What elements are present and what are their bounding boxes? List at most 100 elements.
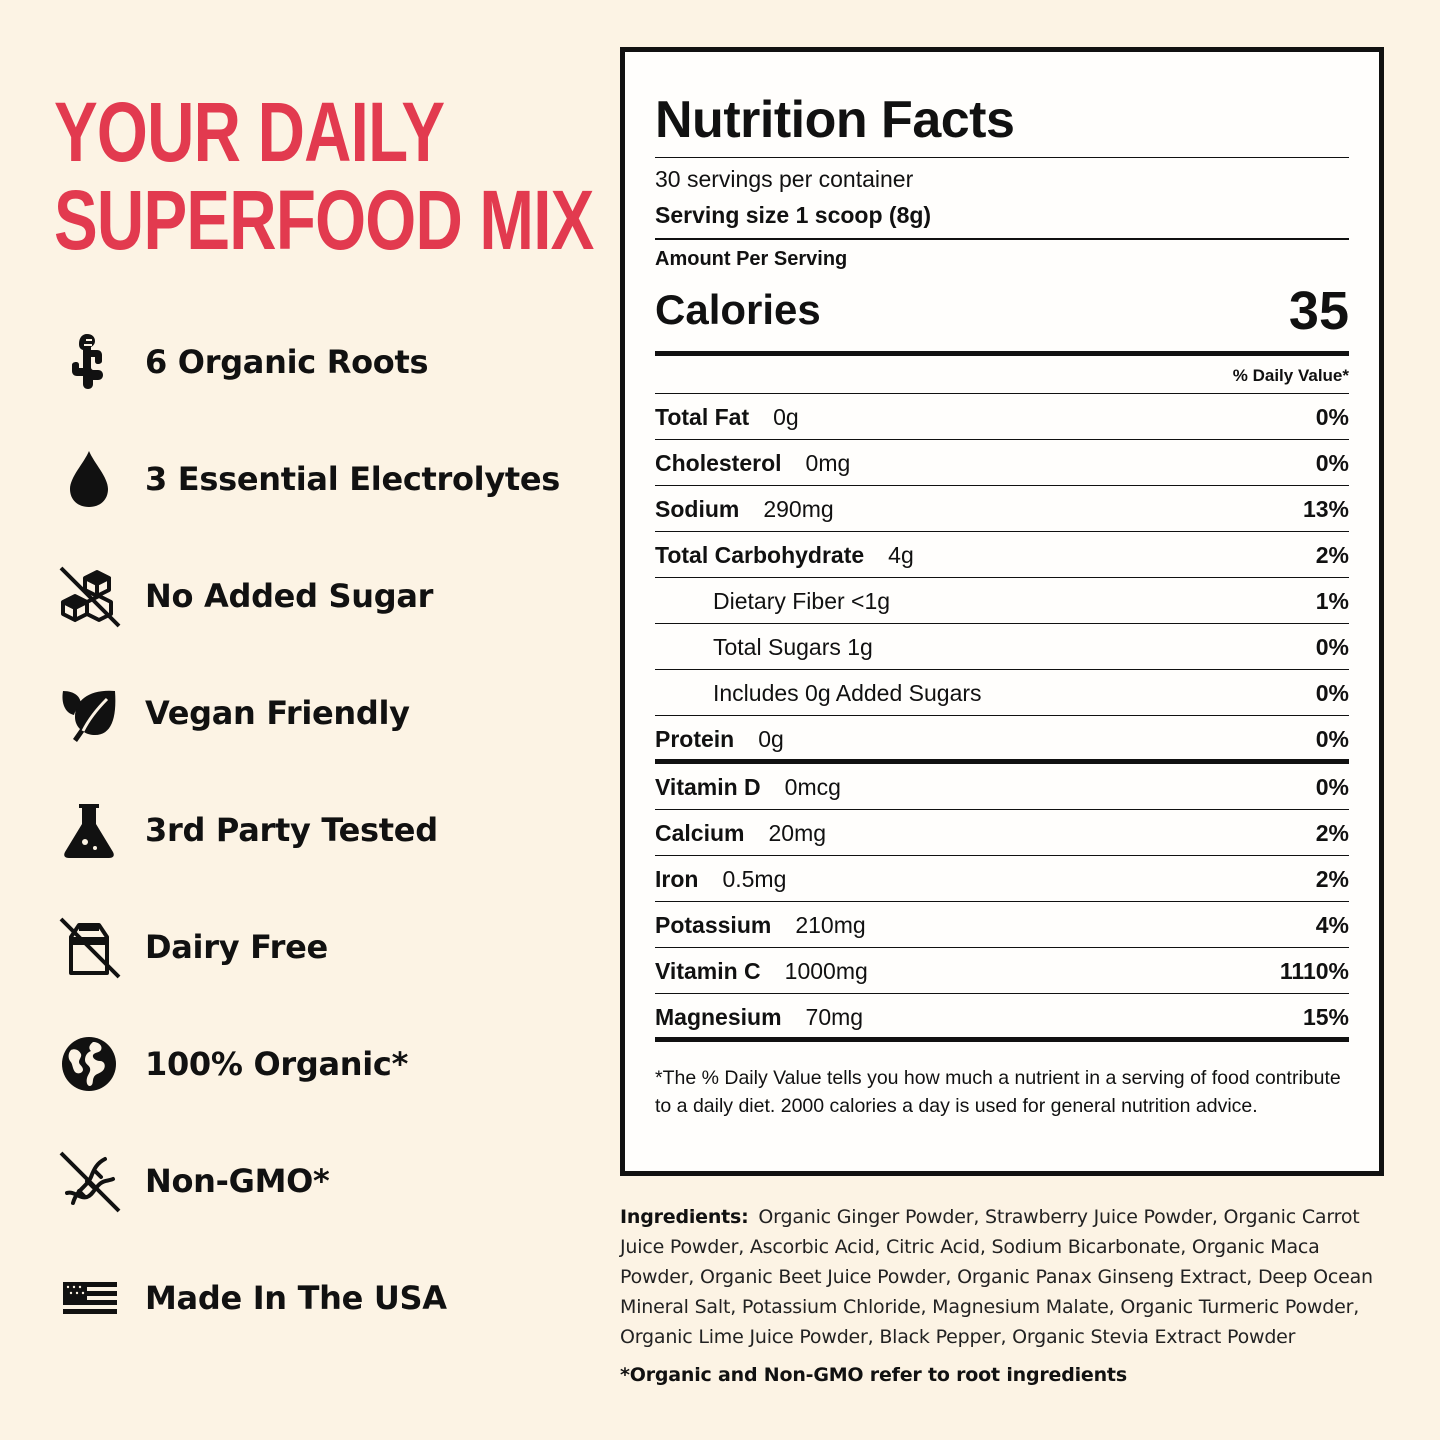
nutrient-row: Vitamin C 1000mg 1110% [655,948,1349,994]
nutrient-daily-value: 2% [1315,865,1349,892]
no-gmo-dna-icon [56,1148,122,1214]
divider [655,238,1349,240]
globe-icon [56,1031,122,1097]
nutrient-amount: 0g [773,403,799,430]
nutrient-amount: 290mg [763,495,834,522]
divider [655,901,1349,902]
feature-label: Dairy Free [145,928,328,966]
calories-label: Calories [655,286,821,333]
nutrient-row: Total Fat 0g 0% [655,394,1349,440]
nutrient-name: Dietary Fiber <1g [713,587,891,614]
feature-item-non-gmo: Non-GMO* [56,1146,330,1216]
feature-label: 3 Essential Electrolytes [145,460,561,498]
nutrient-name: Calcium [655,819,745,846]
no-sugar-cubes-icon [56,563,122,629]
nutrient-amount: 0.5mg [722,865,787,892]
nutrient-amount: 0g [758,725,784,752]
nutrient-row: Includes 0g Added Sugars 0% [655,670,1349,716]
nutrition-facts-title: Nutrition Facts [655,91,1015,149]
divider [655,809,1349,810]
nutrient-row: Cholesterol 0mg 0% [655,440,1349,486]
nutrient-daily-value: 15% [1302,1003,1349,1030]
nutrient-name: Vitamin D [655,773,761,800]
feature-item-organic: 100% Organic* [56,1029,408,1099]
nutrient-name: Magnesium [655,1003,782,1030]
feature-label: 6 Organic Roots [145,343,429,381]
feature-item-tested: 3rd Party Tested [56,795,438,865]
divider [655,577,1349,578]
feature-item-made-in-usa: Made In The USA [56,1263,447,1333]
nutrient-daily-value: 4% [1315,911,1349,938]
thick-divider [655,1037,1349,1042]
leaf-icon [56,680,122,746]
nutrient-row: Protein 0g 0% [655,716,1349,762]
feature-item-vegan: Vegan Friendly [56,678,410,748]
nutrient-amount: 210mg [795,911,866,938]
nutrient-name: Protein [655,725,735,752]
nutrient-row: Magnesium 70mg 15% [655,994,1349,1040]
nutrient-name: Sodium [655,495,740,522]
lab-flask-icon [56,797,122,863]
nutrient-daily-value: 1110% [1279,957,1349,984]
feature-label: No Added Sugar [145,577,434,615]
nutrient-row: Calcium 20mg 2% [655,810,1349,856]
amount-per-serving: Amount Per Serving [655,248,848,270]
nutrient-row: Potassium 210mg 4% [655,902,1349,948]
no-milk-carton-icon [56,914,122,980]
nutrient-name: Total Carbohydrate [655,541,865,568]
divider [655,993,1349,994]
nutrition-facts-panel: Nutrition Facts 30 servings per containe… [620,47,1384,1176]
nutrient-daily-value: 0% [1315,633,1349,660]
ginger-root-icon [56,329,122,395]
nutrient-amount: 0mcg [784,773,841,800]
ingredients-block: Ingredients: Organic Ginger Powder, Stra… [620,1202,1390,1352]
nutrient-row: Iron 0.5mg 2% [655,856,1349,902]
nutrient-name: Includes 0g Added Sugars [713,679,982,706]
nutrient-amount: 20mg [768,819,827,846]
ingredients-text: Organic Ginger Powder, Strawberry Juice … [620,1206,1373,1348]
divider [655,485,1349,486]
page-headline: YOUR DAILY SUPERFOOD MIX [54,88,594,267]
nutrient-daily-value: 0% [1315,773,1349,800]
nutrient-name: Potassium [655,911,772,938]
divider [655,669,1349,670]
nutrient-row: Dietary Fiber <1g 1% [655,578,1349,624]
thick-divider [655,759,1349,764]
nutrient-name: Vitamin C [655,957,761,984]
divider [655,157,1349,158]
nutrient-daily-value: 0% [1315,725,1349,752]
serving-size: Serving size 1 scoop (8g) [655,202,932,228]
feature-item-electrolytes: 3 Essential Electrolytes [56,444,560,514]
nutrient-row: Total Sugars 1g 0% [655,624,1349,670]
nutrient-daily-value: 13% [1302,495,1349,522]
water-drop-icon [56,446,122,512]
feature-item-dairy-free: Dairy Free [56,912,328,982]
nutrient-amount: 0mg [805,449,851,476]
nutrient-daily-value: 2% [1315,541,1349,568]
headline-line-2: SUPERFOOD MIX [54,173,594,267]
nutrient-daily-value: 1% [1315,587,1349,614]
ingredients-label: Ingredients: [620,1206,749,1228]
nutrient-name: Cholesterol [655,449,782,476]
feature-label: 3rd Party Tested [145,811,438,849]
divider [655,623,1349,624]
feature-label: Vegan Friendly [145,694,410,732]
feature-item-organic-roots: 6 Organic Roots [56,327,429,397]
nutrient-daily-value: 2% [1315,819,1349,846]
nutrient-amount: 70mg [805,1003,864,1030]
daily-value-footnote: *The % Daily Value tells you how much a … [655,1067,1341,1117]
divider [655,439,1349,440]
daily-value-header: % Daily Value* [1232,366,1349,385]
nutrient-daily-value: 0% [1315,679,1349,706]
nutrient-name: Total Sugars 1g [713,633,873,660]
feature-label: 100% Organic* [145,1045,409,1083]
nutrient-row: Vitamin D 0mcg 0% [655,764,1349,810]
thick-divider [655,351,1349,356]
divider [655,393,1349,394]
nutrient-name: Iron [655,865,699,892]
divider [655,531,1349,532]
divider [655,947,1349,948]
usa-flag-icon [56,1265,122,1331]
calories-value: 35 [1288,281,1349,341]
nutrient-amount: 4g [888,541,914,568]
